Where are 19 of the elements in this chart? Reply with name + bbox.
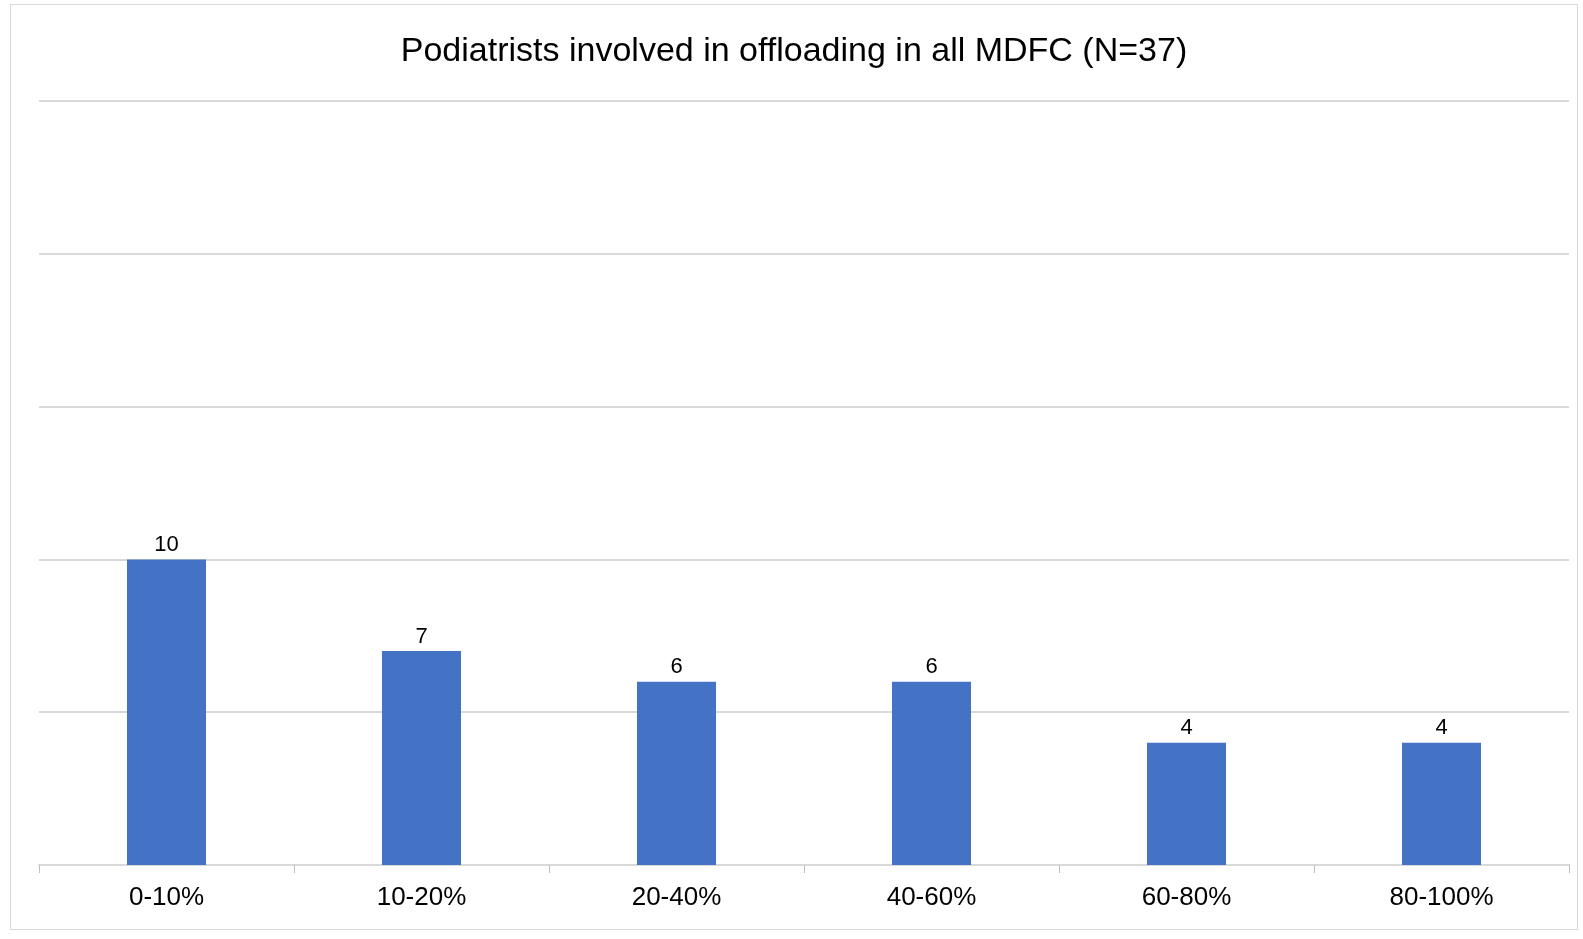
x-tick-label: 10-20% xyxy=(376,881,467,911)
x-tick-label: 20-40% xyxy=(631,881,722,911)
x-tick-label: 0-10% xyxy=(128,881,205,911)
bar xyxy=(636,681,717,865)
data-label: 4 xyxy=(1180,714,1193,740)
data-label: 4 xyxy=(1435,714,1448,740)
data-label: 10 xyxy=(154,530,179,556)
bar xyxy=(126,559,207,865)
bar xyxy=(891,681,972,865)
data-label: 6 xyxy=(670,653,683,679)
bar xyxy=(1146,742,1227,865)
x-tick-label: 40-60% xyxy=(886,881,977,911)
bar xyxy=(381,651,462,865)
data-label: 7 xyxy=(415,622,428,648)
data-label: 6 xyxy=(925,653,938,679)
x-tick-label: 60-80% xyxy=(1141,881,1232,911)
bar xyxy=(1401,742,1482,865)
chart-title: Podiatrists involved in offloading in all MDFC (N=37) xyxy=(400,30,1188,68)
x-tick-label: 80-100% xyxy=(1389,881,1494,911)
